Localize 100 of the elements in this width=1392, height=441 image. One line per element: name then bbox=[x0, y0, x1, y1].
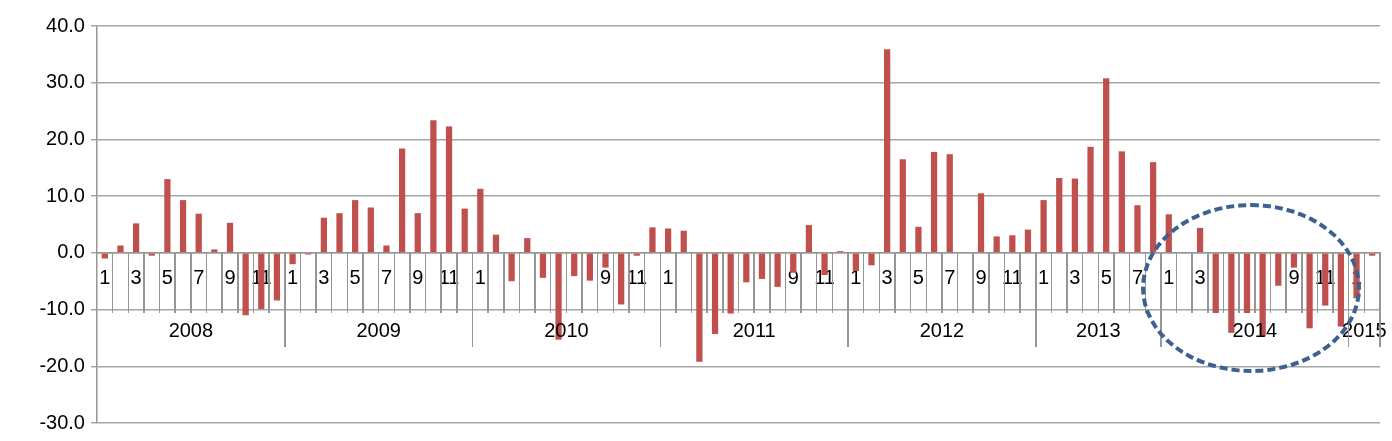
bar bbox=[1040, 200, 1047, 253]
bar bbox=[101, 253, 108, 259]
bar bbox=[414, 213, 421, 253]
bar bbox=[774, 253, 781, 287]
bar bbox=[195, 213, 202, 253]
bar bbox=[649, 227, 656, 253]
y-tick-label: 10.0 bbox=[46, 183, 85, 206]
x-tick-label: 3 bbox=[130, 266, 142, 289]
bar bbox=[868, 253, 875, 266]
bar bbox=[383, 245, 390, 253]
y-tick-label: 0.0 bbox=[57, 240, 85, 263]
bar bbox=[1275, 253, 1282, 286]
x-tick-label: 1 bbox=[662, 266, 674, 289]
bar bbox=[946, 154, 953, 253]
y-tick-label: 20.0 bbox=[46, 126, 85, 149]
bar bbox=[805, 225, 813, 253]
bar bbox=[524, 238, 531, 253]
bar bbox=[1009, 235, 1016, 253]
x-tick-label: 3 bbox=[1069, 266, 1081, 289]
annotation: 2011 bbox=[732, 319, 776, 342]
bar bbox=[1118, 151, 1125, 253]
bar bbox=[430, 120, 437, 253]
bar bbox=[273, 253, 281, 301]
bar bbox=[148, 253, 155, 256]
bar bbox=[899, 159, 906, 253]
bar bbox=[602, 253, 609, 268]
bar bbox=[1306, 253, 1313, 329]
bar bbox=[1212, 253, 1219, 313]
bar bbox=[633, 253, 640, 256]
bar bbox=[242, 253, 249, 316]
x-tick-label: 9 bbox=[412, 266, 424, 289]
bar bbox=[508, 253, 515, 282]
bar bbox=[461, 208, 468, 253]
bar bbox=[571, 253, 578, 277]
x-tick-label: 1 bbox=[1038, 266, 1050, 289]
bar bbox=[1337, 253, 1345, 327]
bar bbox=[117, 245, 124, 253]
bar bbox=[1228, 253, 1235, 333]
bar bbox=[711, 253, 719, 334]
x-tick-label: 1 bbox=[1163, 266, 1175, 289]
x-tick-label: 1 bbox=[287, 266, 299, 289]
bar bbox=[696, 253, 703, 362]
bar bbox=[680, 230, 687, 253]
x-tick-label: 3 bbox=[881, 266, 893, 289]
x-tick-label: 9 bbox=[1288, 266, 1300, 289]
bar bbox=[727, 253, 734, 314]
annotation: 2008 bbox=[168, 319, 214, 342]
bar bbox=[477, 188, 484, 253]
bar bbox=[664, 228, 672, 253]
bar bbox=[1024, 229, 1032, 253]
x-tick-label: 5 bbox=[349, 266, 361, 289]
x-tick-label: 3 bbox=[1194, 266, 1206, 289]
bar bbox=[445, 126, 453, 253]
bar bbox=[758, 253, 766, 279]
annotation: 2012 bbox=[919, 319, 965, 342]
bar bbox=[1071, 178, 1079, 253]
bar bbox=[852, 253, 859, 272]
bar bbox=[977, 193, 985, 253]
bar bbox=[1087, 146, 1094, 253]
annotation: 2013 bbox=[1076, 319, 1121, 342]
bar bbox=[352, 200, 359, 253]
bar bbox=[1134, 205, 1141, 253]
x-tick-label: 9 bbox=[224, 266, 236, 289]
x-tick-label: 5 bbox=[161, 266, 173, 289]
x-tick-label: 7 bbox=[380, 266, 393, 289]
bar bbox=[915, 226, 922, 253]
x-tick-label: 7 bbox=[1131, 266, 1144, 289]
y-tick-label: 40.0 bbox=[46, 13, 85, 36]
bar bbox=[539, 253, 547, 278]
bar bbox=[164, 179, 171, 253]
annotation: 2009 bbox=[356, 319, 401, 342]
bar bbox=[336, 213, 343, 253]
y-tick-label: -20.0 bbox=[39, 353, 85, 376]
x-tick-label: 7 bbox=[944, 266, 956, 289]
x-tick-label: 3 bbox=[318, 266, 330, 289]
x-tick-label: 5 bbox=[1100, 266, 1112, 289]
bar bbox=[179, 200, 187, 253]
bar bbox=[367, 207, 374, 253]
bar bbox=[884, 49, 891, 253]
y-tick-label: -30.0 bbox=[39, 410, 85, 433]
bar bbox=[1150, 162, 1157, 253]
x-tick-label: 1 bbox=[474, 266, 486, 289]
bar bbox=[743, 253, 750, 283]
bar bbox=[930, 151, 938, 253]
bar bbox=[398, 148, 406, 253]
bar bbox=[1243, 253, 1251, 313]
bar bbox=[320, 217, 327, 253]
bar bbox=[586, 253, 593, 281]
x-tick-label: 9 bbox=[975, 266, 987, 289]
bar bbox=[1196, 227, 1204, 253]
x-tick-label: 9 bbox=[599, 266, 612, 289]
bar bbox=[1056, 177, 1063, 253]
bar bbox=[289, 253, 296, 265]
bar bbox=[993, 236, 1000, 253]
bar bbox=[618, 253, 625, 305]
x-tick-label: 1 bbox=[99, 266, 111, 289]
x-tick-label: 7 bbox=[193, 266, 205, 289]
bar bbox=[211, 249, 218, 253]
y-tick-label: -10.0 bbox=[39, 297, 85, 320]
y-tick-label: 30.0 bbox=[46, 70, 85, 93]
